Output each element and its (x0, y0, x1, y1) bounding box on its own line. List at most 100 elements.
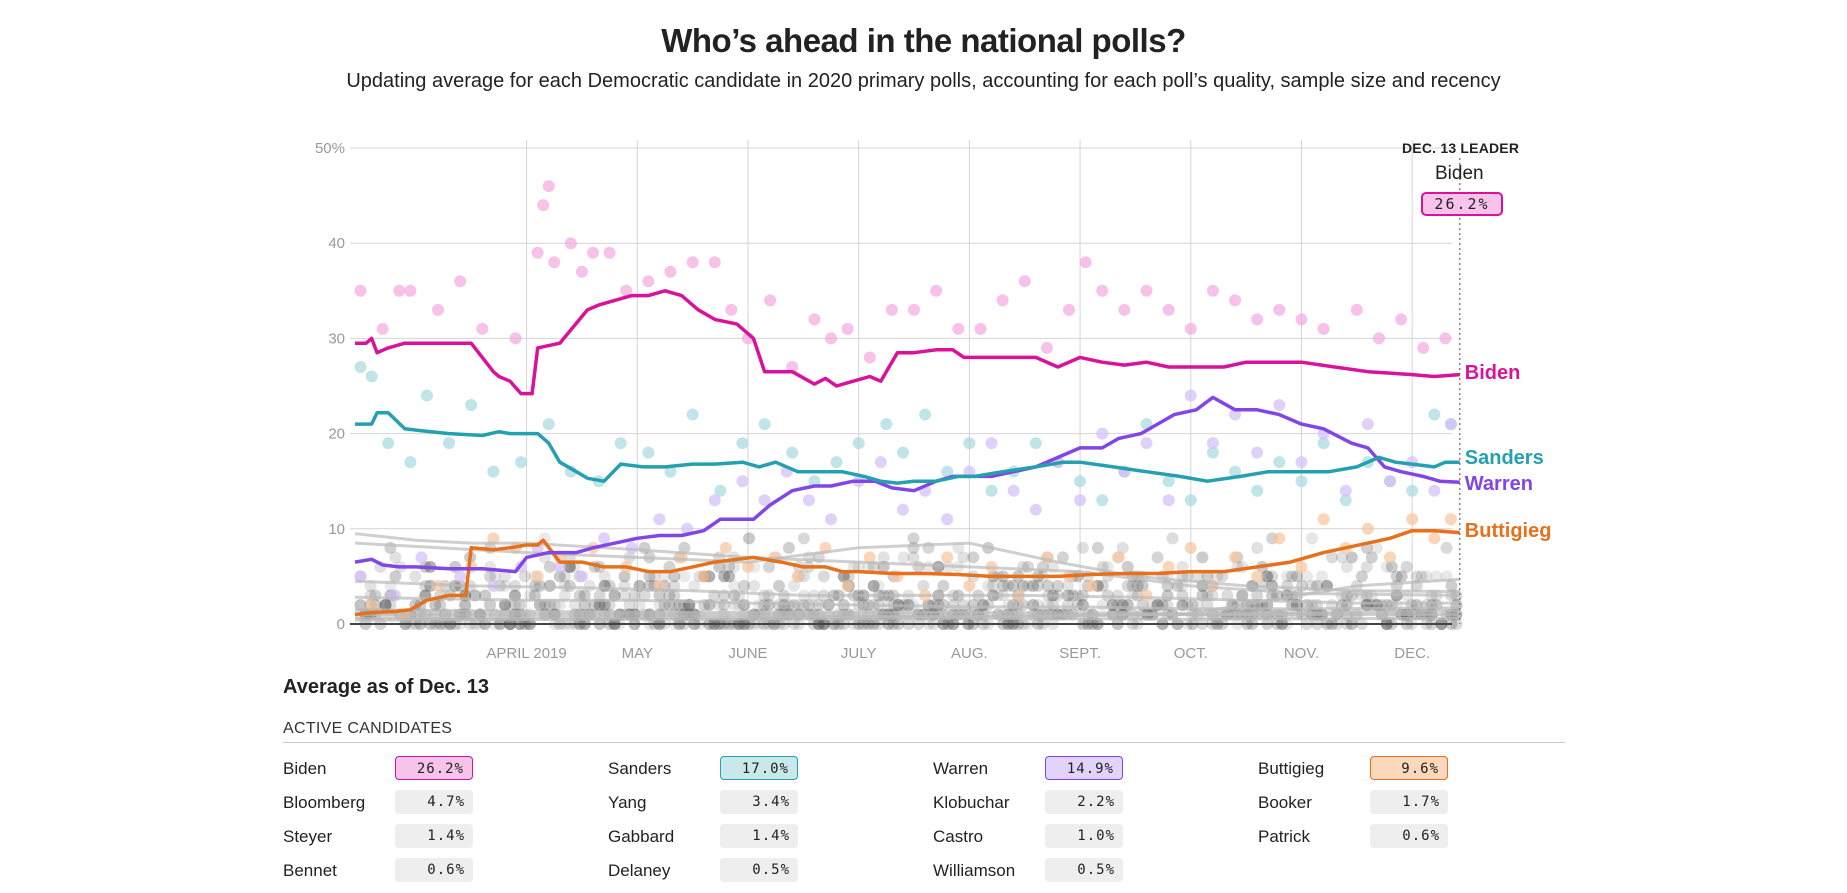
end-label-sanders: Sanders (1464, 447, 1544, 470)
poll-dot-biden (1350, 303, 1363, 316)
poll-dot-other (877, 551, 890, 564)
candidate-name: Williamson (933, 861, 1016, 880)
poll-dot-other (603, 598, 616, 611)
poll-dot-other (558, 570, 571, 583)
poll-dot-warren (1229, 408, 1242, 421)
poll-dot-sanders (515, 456, 528, 469)
poll-dot-warren (1206, 437, 1219, 450)
x-tick-label: APRIL 2019 (486, 645, 566, 662)
poll-dot-other (713, 560, 726, 573)
poll-dot-warren (736, 475, 749, 488)
candidate-row: Gabbard 1.4% (608, 824, 838, 850)
candidate-name: Bennet (283, 861, 337, 880)
poll-dot-other (608, 589, 621, 602)
poll-dot-sanders (354, 360, 367, 373)
candidate-value-badge: 0.5% (1045, 858, 1123, 882)
poll-dot-sanders (686, 408, 699, 421)
poll-dot-other (1415, 570, 1428, 583)
poll-dot-buttigieg (1428, 532, 1441, 545)
poll-dot-other (1390, 570, 1403, 583)
poll-dot-other (723, 570, 736, 583)
y-tick-label: 40 (328, 235, 345, 252)
poll-dot-biden (564, 237, 577, 250)
poll-dot-biden (404, 284, 417, 297)
poll-dot-warren (575, 570, 588, 583)
poll-dot-other (528, 589, 541, 602)
x-tick-label: OCT. (1174, 645, 1208, 662)
poll-dot-other (1136, 579, 1149, 592)
candidate-name: Yang (608, 793, 647, 812)
poll-dot-other (1236, 589, 1249, 602)
poll-dot-other (837, 570, 850, 583)
candidate-name: Bloomberg (283, 793, 366, 812)
x-tick-label: AUG. (951, 645, 988, 662)
poll-dot-biden (454, 275, 467, 288)
poll-dot-buttigieg (963, 579, 976, 592)
poll-dot-biden (509, 332, 522, 345)
poll-dot-biden (548, 256, 561, 269)
poll-dot-other (787, 579, 800, 592)
candidate-name: Klobuchar (933, 793, 1010, 812)
poll-dot-other (772, 579, 785, 592)
page-subtitle: Updating average for each Democratic can… (346, 70, 1501, 92)
poll-dot-other (498, 598, 511, 611)
poll-dot-sanders (1096, 494, 1109, 507)
poll-dot-other (489, 570, 502, 583)
poll-dot-other (1191, 570, 1204, 583)
poll-dot-sanders (365, 370, 378, 383)
poll-dot-biden (393, 284, 406, 297)
poll-dot-warren (802, 494, 815, 507)
poll-dot-other (573, 589, 586, 602)
poll-dot-other (354, 598, 367, 611)
poll-dot-biden (1206, 284, 1219, 297)
trend-line-other (354, 579, 1460, 605)
poll-dot-buttigieg (365, 598, 378, 611)
poll-dot-biden (725, 303, 738, 316)
poll-dot-other (543, 560, 556, 573)
x-tick-label: JULY (841, 645, 877, 662)
poll-dot-biden (1184, 322, 1197, 335)
poll-dot-other (678, 541, 691, 554)
poll-dot-other (1286, 570, 1299, 583)
poll-dot-sanders (1273, 456, 1286, 469)
poll-dot-sanders (786, 446, 799, 459)
poll-dot-other (538, 598, 551, 611)
poll-dot-other (678, 570, 691, 583)
poll-dot-other (842, 570, 855, 583)
poll-dot-buttigieg (487, 532, 500, 545)
poll-dot-buttigieg (741, 560, 754, 573)
poll-dot-biden (1273, 303, 1286, 316)
poll-dot-other (588, 598, 601, 611)
page-title: Who’s ahead in the national polls? (661, 22, 1186, 59)
poll-dot-biden (1118, 303, 1131, 316)
poll-dot-biden (825, 332, 838, 345)
polling-chart[interactable]: 0 10 20 30 40 50% APRIL 2019 MAY JUNE JULY AUG. SEP… (0, 0, 1847, 670)
poll-dot-other (1201, 570, 1214, 583)
poll-dot-buttigieg (531, 570, 544, 583)
poll-dot-other (1395, 570, 1408, 583)
poll-dot-biden (1251, 313, 1264, 326)
poll-dot-sanders (1074, 475, 1087, 488)
poll-dot-warren (1273, 399, 1286, 412)
poll-dot-sanders (1339, 494, 1352, 507)
poll-dot-other (1345, 551, 1358, 564)
poll-dot-other (1166, 532, 1179, 545)
poll-dot-other (723, 570, 736, 583)
poll-dot-other (937, 579, 950, 592)
x-tick-label: NOV. (1284, 645, 1319, 662)
poll-dot-other (1340, 560, 1353, 573)
poll-dot-biden (1096, 284, 1109, 297)
poll-dot-warren (681, 522, 694, 535)
candidate-name: Biden (283, 759, 327, 778)
poll-dot-other (459, 598, 472, 611)
poll-dot-other (384, 598, 397, 611)
candidate-row: Bloomberg 4.7% (283, 790, 513, 816)
poll-dot-other (578, 598, 591, 611)
poll-dot-other (593, 598, 606, 611)
poll-dot-sanders (1162, 475, 1175, 488)
poll-dot-other (558, 589, 571, 602)
poll-dot-biden (708, 256, 721, 269)
poll-dot-sanders (1251, 484, 1264, 497)
leader-name: Biden (1435, 163, 1484, 184)
end-label-biden: Biden (1464, 361, 1521, 384)
